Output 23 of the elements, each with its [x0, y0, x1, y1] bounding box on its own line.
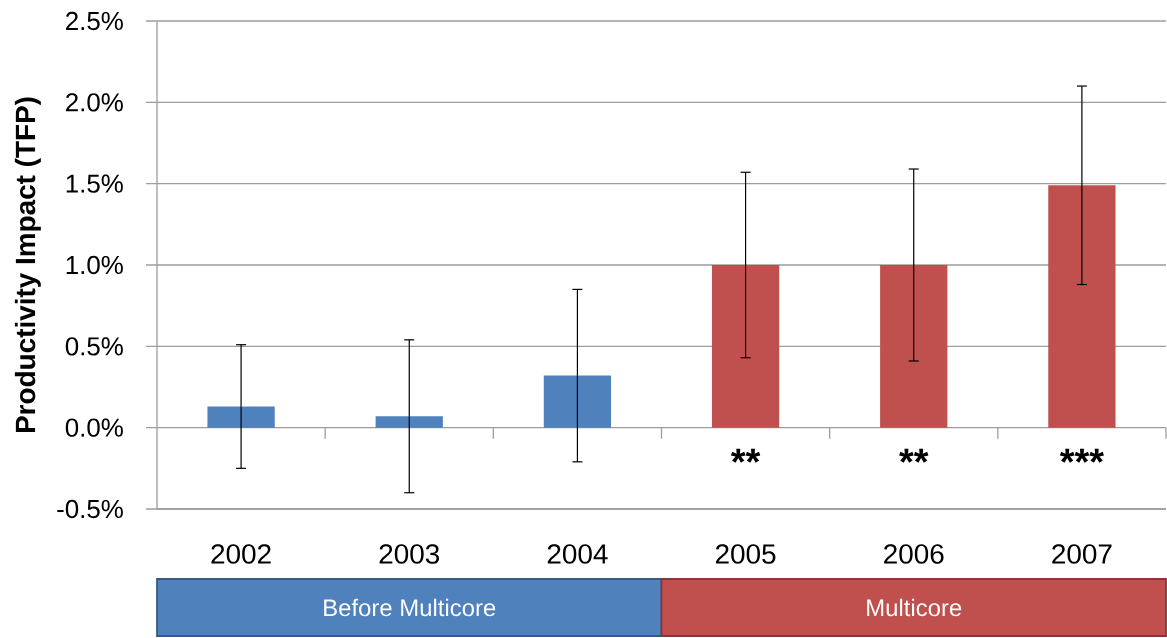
y-tick-label: 1.5%: [66, 174, 123, 193]
text: Before Multicore: [324, 598, 496, 617]
bar: [1048, 185, 1116, 428]
y-tick-label: 2.0%: [66, 93, 123, 112]
y-axis-title: Productivity Impact (TFP): [14, 97, 41, 433]
y-tick-label: 2.5%: [66, 11, 123, 31]
bar: [207, 406, 275, 428]
y-tick-label: 0.5%: [65, 337, 123, 356]
bar: [375, 416, 443, 428]
x-tick-label: 2006: [884, 544, 944, 564]
y-tick-label: -0.5%: [57, 499, 123, 519]
x-tick-label: 2002: [211, 544, 271, 564]
x-tick-label: 2004: [547, 544, 608, 564]
y-tick-label: 0.0%: [65, 418, 123, 437]
text: Multicore: [867, 598, 962, 617]
bar: [543, 375, 612, 428]
x-tick-label: 2007: [1052, 544, 1112, 564]
annotation: ***: [1059, 448, 1104, 463]
x-tick-label: 2005: [715, 544, 776, 564]
x-tick-label: 2003: [379, 544, 440, 564]
y-tick-label: 1.0%: [66, 255, 123, 275]
annotation: **: [730, 448, 761, 463]
annotation: **: [899, 448, 929, 463]
